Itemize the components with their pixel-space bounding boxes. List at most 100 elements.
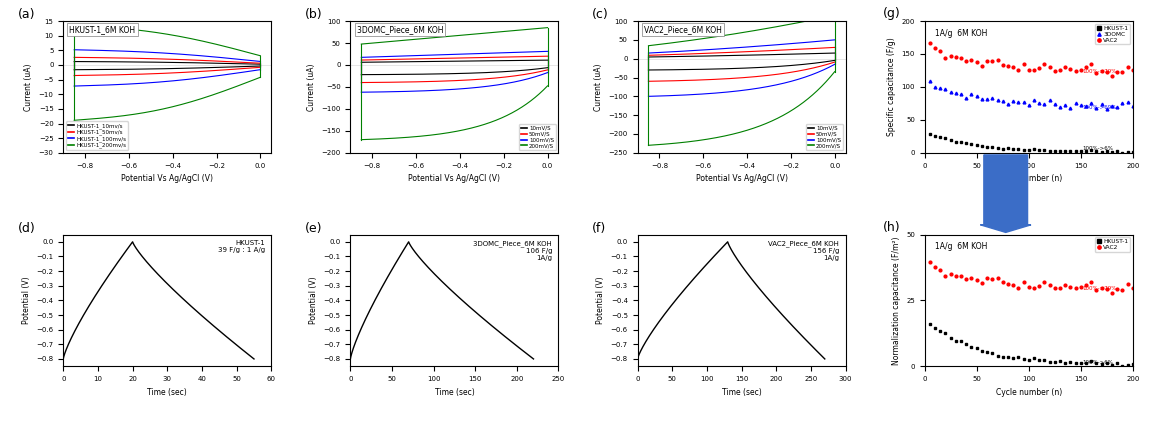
3DOMC: [969, 93, 983, 99]
Legend: 10mV/S, 50mV/S, 100mV/S, 200mV/S: 10mV/S, 50mV/S, 100mV/S, 200mV/S: [806, 124, 843, 150]
HKUST-1: [954, 338, 968, 344]
HKUST-1: [959, 341, 973, 346]
Line: 3DOMC: 3DOMC: [928, 79, 1134, 110]
HKUST-1: [975, 348, 989, 353]
HKUST-1: [934, 328, 948, 333]
3DOMC: [949, 90, 963, 95]
VAC2: [934, 49, 948, 54]
3DOMC: [1006, 98, 1020, 103]
VAC2: [1000, 282, 1014, 287]
3DOMC: [954, 91, 968, 96]
VAC2: [1064, 67, 1078, 72]
HKUST-1: [996, 354, 1010, 360]
3DOMC: [1022, 103, 1036, 108]
VAC2: [1022, 67, 1036, 72]
Legend: HKUST-1_10mv/s, HKUST-1_50mv/s, HKUST-1_100mv/s, HKUST-1_200mv/s: HKUST-1_10mv/s, HKUST-1_50mv/s, HKUST-1_…: [66, 121, 128, 150]
HKUST-1: [1033, 147, 1046, 152]
VAC2: [1079, 65, 1092, 70]
VAC2: [1110, 69, 1124, 75]
VAC2: [965, 58, 979, 63]
VAC2: [1053, 68, 1067, 73]
X-axis label: Potential Vs Ag/AgCl (V): Potential Vs Ag/AgCl (V): [121, 174, 213, 183]
3DOMC: [975, 96, 989, 101]
Text: 100%->79%: 100%->79%: [1083, 69, 1117, 74]
HKUST-1: [949, 338, 963, 343]
HKUST-1: [996, 146, 1010, 151]
HKUST-1: [975, 144, 989, 149]
VAC2: [1017, 279, 1030, 284]
HKUST-1: [1027, 147, 1041, 152]
VAC2: [1048, 286, 1061, 291]
Line: HKUST-1: HKUST-1: [928, 133, 1134, 154]
HKUST-1: [928, 133, 942, 139]
VAC2: [1033, 66, 1046, 71]
VAC2: [975, 63, 989, 68]
HKUST-1: [1017, 357, 1030, 362]
Text: (c): (c): [592, 8, 608, 21]
Line: HKUST-1: HKUST-1: [928, 322, 1134, 367]
3DOMC: [944, 90, 958, 95]
3DOMC: [1027, 98, 1041, 103]
3DOMC: [1084, 101, 1098, 106]
HKUST-1: [1079, 149, 1092, 154]
HKUST-1: [923, 321, 937, 326]
VAC2: [965, 276, 979, 281]
Text: 3DOMC_Piece_6M KOH: 3DOMC_Piece_6M KOH: [356, 25, 443, 34]
Y-axis label: Potential (V): Potential (V): [596, 277, 605, 324]
HKUST-1: [1022, 148, 1036, 153]
HKUST-1: [1084, 148, 1098, 153]
HKUST-1: [1099, 360, 1113, 365]
HKUST-1: [1011, 146, 1025, 151]
HKUST-1: [1043, 360, 1057, 365]
X-axis label: Time (sec): Time (sec): [722, 388, 761, 397]
VAC2: [938, 56, 952, 61]
HKUST-1: [1110, 361, 1124, 366]
VAC2: [949, 55, 963, 60]
HKUST-1: [990, 146, 1004, 151]
Text: (d): (d): [17, 222, 36, 235]
HKUST-1: [1037, 148, 1051, 153]
VAC2: [959, 58, 973, 63]
HKUST-1: [928, 326, 942, 331]
VAC2: [1120, 282, 1134, 287]
HKUST-1: [965, 142, 979, 147]
Y-axis label: Current (uA): Current (uA): [593, 63, 603, 111]
VAC2: [923, 40, 937, 45]
VAC2: [1011, 285, 1025, 290]
HKUST-1: [1048, 359, 1061, 364]
X-axis label: Time (sec): Time (sec): [435, 388, 474, 397]
3DOMC: [1120, 100, 1134, 105]
Text: 1A/g  6M KOH: 1A/g 6M KOH: [935, 242, 988, 251]
HKUST-1: [1089, 361, 1103, 366]
VAC2: [1006, 282, 1020, 288]
HKUST-1: [934, 135, 948, 140]
HKUST-1: [1110, 149, 1124, 154]
3DOMC: [1116, 100, 1129, 105]
VAC2: [1074, 285, 1088, 290]
HKUST-1: [1053, 148, 1067, 153]
VAC2: [1027, 285, 1041, 290]
3DOMC: [986, 96, 999, 101]
HKUST-1: [1126, 149, 1140, 154]
HKUST-1: [1000, 146, 1014, 151]
HKUST-1: [1105, 362, 1119, 368]
Y-axis label: Normalization capacitance (F/m²): Normalization capacitance (F/m²): [891, 236, 900, 365]
VAC2: [1120, 64, 1134, 69]
HKUST-1: [1027, 355, 1041, 360]
VAC2: [1017, 61, 1030, 67]
HKUST-1: [1068, 149, 1082, 154]
HKUST-1: [965, 345, 979, 350]
3DOMC: [923, 78, 937, 83]
VAC2: [928, 46, 942, 51]
HKUST-1: [1006, 147, 1020, 152]
HKUST-1: [1095, 362, 1109, 367]
HKUST-1: [954, 139, 968, 144]
HKUST-1: [1126, 361, 1140, 366]
VAC2: [1110, 287, 1124, 292]
Text: (e): (e): [305, 222, 322, 235]
VAC2: [1084, 61, 1098, 67]
HKUST-1: [969, 142, 983, 147]
3DOMC: [938, 86, 952, 91]
Text: 100%->79%: 100%->79%: [1083, 286, 1117, 291]
3DOMC: [1064, 106, 1078, 111]
